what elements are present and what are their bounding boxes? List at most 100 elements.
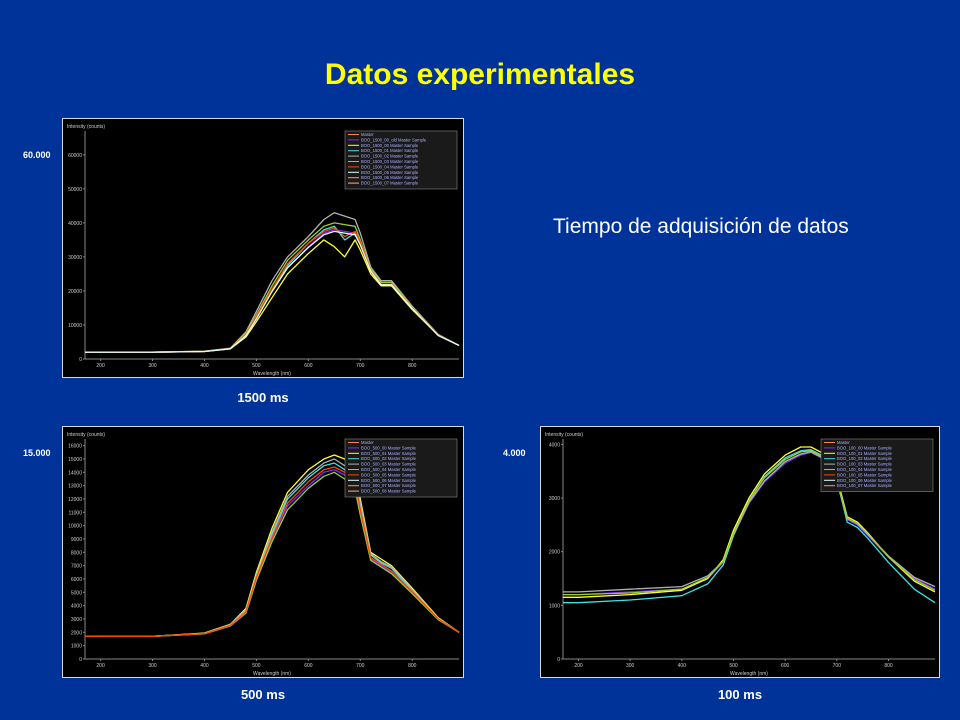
x-tick-label: 600 xyxy=(304,663,313,669)
series-line-1 xyxy=(563,446,936,598)
x-tick-label: 300 xyxy=(626,663,635,669)
legend-entry: BOO_1500_01 Master Sample xyxy=(361,148,419,153)
y-tick-label: 0 xyxy=(557,657,560,663)
y-tick-label: 7000 xyxy=(71,564,82,570)
chart-1-panel: Intensity (counts) Wavelength (nm) 0 10000 2… xyxy=(62,118,464,378)
y-tick-label: 40000 xyxy=(68,221,82,227)
series-line-4 xyxy=(85,222,460,353)
legend-entry: BOO_1500_00_old Master Sample xyxy=(361,137,427,142)
x-tick-label: 300 xyxy=(148,663,157,669)
legend-entry: BOO_100_04 Master Sample xyxy=(837,467,893,472)
legend-entry: BOO_1500_06 Master Sample xyxy=(361,175,419,180)
chart-1-svg: Intensity (counts) Wavelength (nm) 0 10000 2… xyxy=(67,124,460,377)
x-tick-label: 600 xyxy=(781,663,790,669)
x-tick-label: 600 xyxy=(304,363,313,369)
y-tick-label: 1000 xyxy=(549,603,560,609)
chart-2-panel: Intensity (counts) Wavelength (nm) 0 1000 20… xyxy=(62,426,464,678)
x-axis-label: Wavelength (nm) xyxy=(730,671,768,677)
x-tick-label: 700 xyxy=(833,663,842,669)
y-tick-label: 0 xyxy=(79,657,82,663)
y-axis-label: Intensity (counts) xyxy=(545,432,583,438)
x-tick-label: 400 xyxy=(200,663,209,669)
chart-1-caption: 1500 ms xyxy=(237,390,289,405)
series-line-6 xyxy=(85,230,460,353)
slide-subtitle: Tiempo de adquisición de datos xyxy=(553,215,849,238)
y-tick-label: 4000 xyxy=(549,442,560,448)
x-tick-label: 200 xyxy=(96,663,105,669)
y-tick-label: 0 xyxy=(79,357,82,363)
y-tick-label: 10000 xyxy=(68,323,82,329)
y-tick-label: 11000 xyxy=(68,510,82,516)
series-line-5 xyxy=(85,227,460,353)
series-line-4 xyxy=(563,450,936,596)
series-line-5 xyxy=(85,466,460,637)
x-tick-label: 400 xyxy=(678,663,687,669)
legend-entry: BOO_1500_00 Master Sample xyxy=(361,143,419,148)
legend-box xyxy=(344,130,458,190)
x-axis-label: Wavelength (nm) xyxy=(253,671,291,677)
legend-entry: BOO_500_05 Master Sample xyxy=(361,472,417,477)
y-tick-label: 30000 xyxy=(68,255,82,261)
chart-2-side-label: 15.000 xyxy=(23,448,51,458)
x-tick-label: 400 xyxy=(200,363,209,369)
y-tick-label: 16000 xyxy=(68,444,82,450)
chart-2-caption: 500 ms xyxy=(240,687,286,702)
legend-entry: BOO_100_00 Master Sample xyxy=(837,445,893,450)
legend-entry: BOO_500_08 Master Sample xyxy=(361,489,417,494)
y-axis-label: Intensity (counts) xyxy=(67,124,105,130)
y-tick-label: 6000 xyxy=(71,577,82,583)
chart-3-svg: Intensity (counts) Wavelength (nm) 0 1000 20… xyxy=(545,432,936,677)
y-tick-label: 15000 xyxy=(68,457,82,463)
y-tick-label: 5000 xyxy=(71,590,82,596)
x-tick-label: 500 xyxy=(729,663,738,669)
y-tick-label: 2000 xyxy=(549,550,560,556)
x-tick-label: 200 xyxy=(96,363,105,369)
chart-3-caption: 100 ms xyxy=(717,687,763,702)
legend-entry: BOO_100_06 Master Sample xyxy=(837,478,893,483)
series-line-3 xyxy=(85,212,460,353)
x-tick-label: 800 xyxy=(884,663,893,669)
chart-3-panel: Intensity (counts) Wavelength (nm) 0 1000 20… xyxy=(540,426,940,678)
legend-entry: BOO_100_07 Master Sample xyxy=(837,483,893,488)
series-line-2 xyxy=(563,449,936,604)
legend-entry: Master xyxy=(361,132,374,137)
y-tick-label: 13000 xyxy=(68,484,82,490)
legend-entry: BOO_1500_02 Master Sample xyxy=(361,154,419,159)
y-tick-label: 3000 xyxy=(549,496,560,502)
chart-2-svg: Intensity (counts) Wavelength (nm) 0 1000 20… xyxy=(67,432,460,677)
x-tick-label: 700 xyxy=(356,663,365,669)
x-tick-label: 200 xyxy=(574,663,583,669)
y-tick-label: 50000 xyxy=(68,187,82,193)
legend-box xyxy=(820,438,934,492)
legend-entry: BOO_1500_07 Master Sample xyxy=(361,181,419,186)
legend-entry: Master xyxy=(837,440,850,445)
legend-entry: BOO_1500_03 Master Sample xyxy=(361,159,419,164)
legend-entry: BOO_100_02 Master Sample xyxy=(837,456,893,461)
x-tick-label: 500 xyxy=(252,363,261,369)
y-tick-label: 10000 xyxy=(68,524,82,530)
y-tick-label: 8000 xyxy=(71,550,82,556)
chart-1-side-label: 60.000 xyxy=(23,150,51,160)
legend-entry: BOO_100_05 Master Sample xyxy=(837,472,893,477)
legend-box xyxy=(344,438,458,498)
x-tick-label: 800 xyxy=(408,663,417,669)
legend-entry: BOO_500_03 Master Sample xyxy=(361,462,417,467)
legend-entry: BOO_500_06 Master Sample xyxy=(361,478,417,483)
y-tick-label: 9000 xyxy=(71,537,82,543)
slide-title: Datos experimentales xyxy=(324,58,636,91)
legend-entry: BOO_1500_05 Master Sample xyxy=(361,170,419,175)
y-tick-label: 2000 xyxy=(71,630,82,636)
chart-3-side-label: 4.000 xyxy=(503,448,526,458)
legend-entry: BOO_500_00 Master Sample xyxy=(361,445,417,450)
legend-entry: BOO_500_02 Master Sample xyxy=(361,456,417,461)
legend-entry: BOO_500_07 Master Sample xyxy=(361,483,417,488)
legend-entry: BOO_100_01 Master Sample xyxy=(837,451,893,456)
legend-entry: BOO_500_01 Master Sample xyxy=(361,451,417,456)
legend-entry: BOO_1500_04 Master Sample xyxy=(361,164,419,169)
y-tick-label: 60000 xyxy=(68,153,82,159)
y-tick-label: 3000 xyxy=(71,617,82,623)
x-tick-label: 500 xyxy=(252,663,261,669)
y-tick-label: 14000 xyxy=(68,470,82,476)
x-tick-label: 300 xyxy=(148,363,157,369)
legend-entry: BOO_500_04 Master Sample xyxy=(361,467,417,472)
